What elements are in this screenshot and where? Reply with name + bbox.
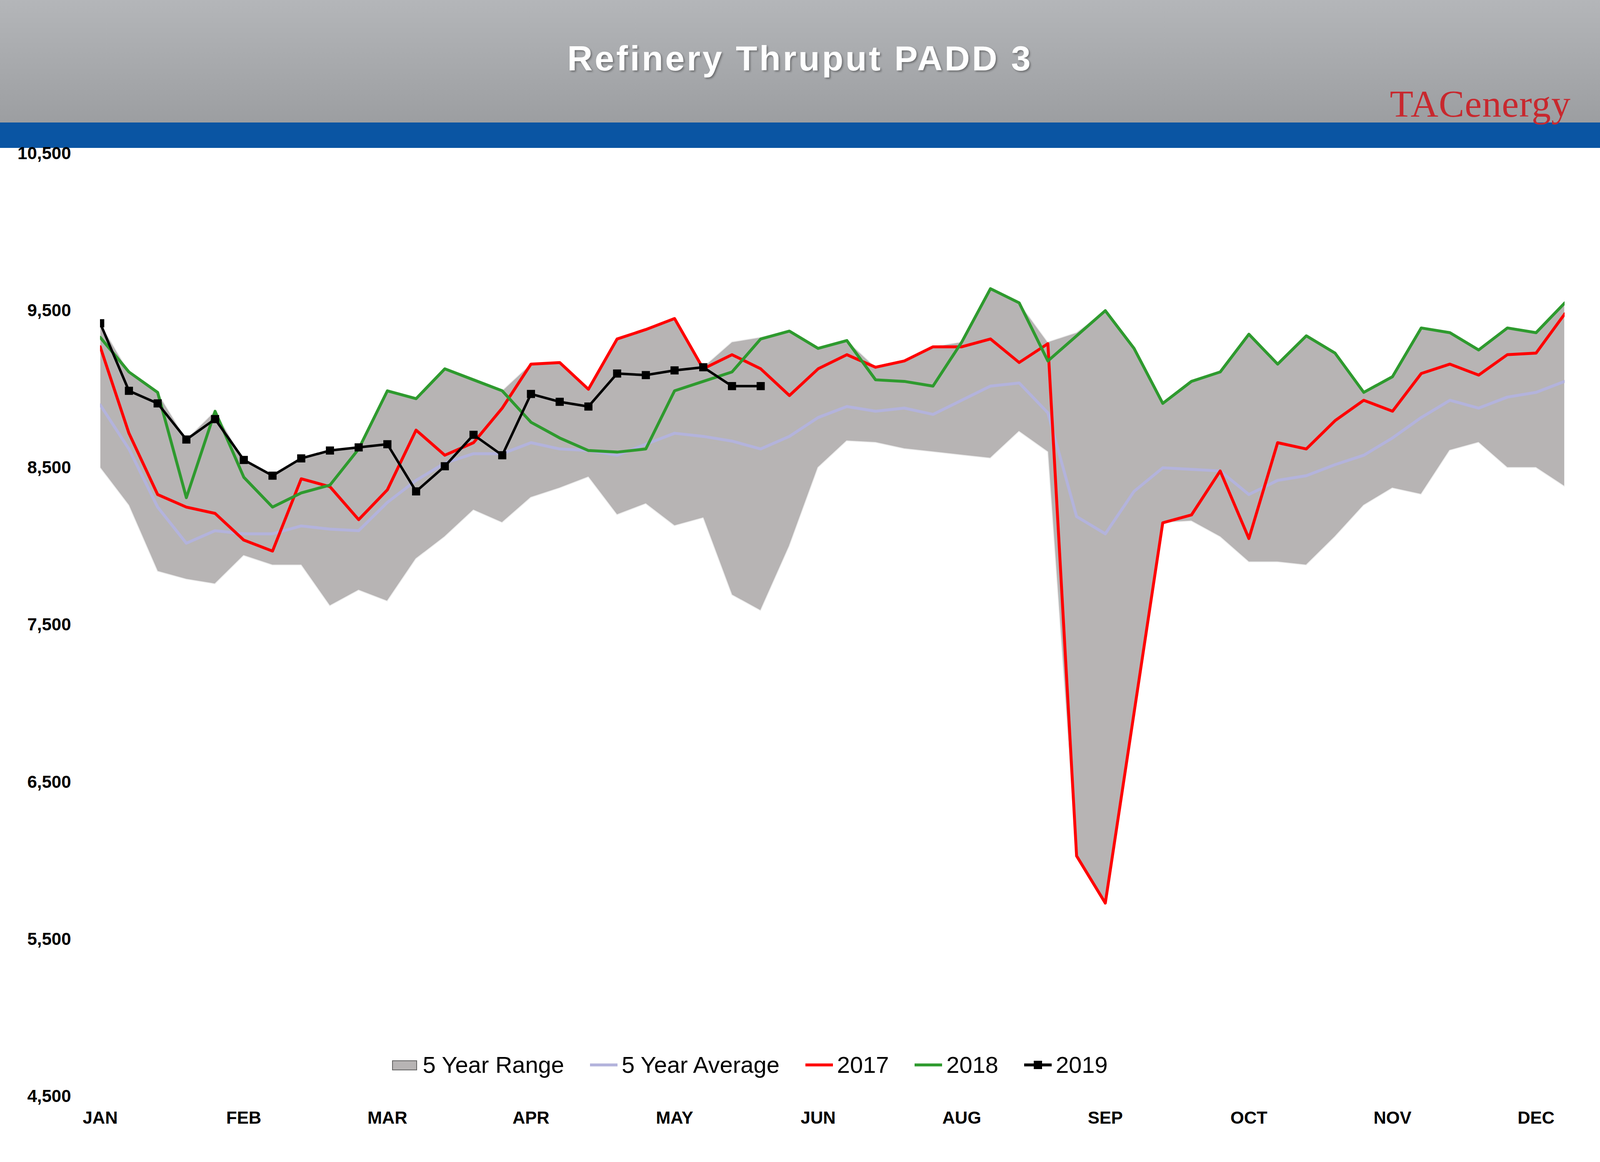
- html-text:Refinery Thruput PADD 3: Refinery Thruput PADD 3: [567, 38, 1033, 78]
- svg-text:JUN: JUN: [800, 1107, 836, 1128]
- svg-text:JAN: JAN: [82, 1107, 118, 1128]
- svg-text:MAR: MAR: [367, 1107, 408, 1128]
- svg-text:APR: APR: [512, 1107, 550, 1128]
- html-text:2017: 2017: [837, 1051, 889, 1078]
- svg-text:DEC: DEC: [1517, 1107, 1555, 1128]
- svg-text:9,500: 9,500: [27, 300, 71, 320]
- html-text:5 Year Average: 5 Year Average: [621, 1051, 780, 1078]
- svg-text:FEB: FEB: [226, 1107, 262, 1128]
- html-text:2018: 2018: [946, 1051, 999, 1078]
- svg-text:4,500: 4,500: [27, 1086, 71, 1106]
- svg-text:SEP: SEP: [1087, 1107, 1123, 1128]
- svg-text:MAY: MAY: [655, 1107, 693, 1128]
- svg-text:AUG: AUG: [942, 1107, 981, 1128]
- svg-text:OCT: OCT: [1230, 1107, 1268, 1128]
- svg-text:NOV: NOV: [1373, 1107, 1412, 1128]
- html-text:TACenergy: TACenergy: [1389, 82, 1571, 125]
- svg-text:6,500: 6,500: [27, 772, 71, 792]
- svg-text:5,500: 5,500: [27, 929, 71, 949]
- html-text:5 Year Range: 5 Year Range: [422, 1051, 565, 1078]
- html-text:2019: 2019: [1055, 1051, 1108, 1078]
- svg-text:10,500: 10,500: [17, 143, 71, 163]
- svg-text:7,500: 7,500: [27, 614, 71, 635]
- svg-text:8,500: 8,500: [27, 457, 71, 478]
